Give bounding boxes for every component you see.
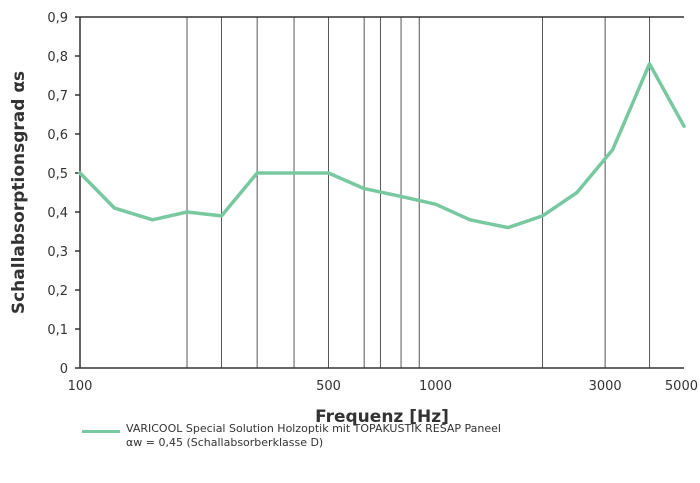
legend-swatch <box>82 430 120 433</box>
x-axis-title: Frequenz [Hz] <box>315 407 449 427</box>
y-tick-label: 0,6 <box>47 128 68 143</box>
y-tick-label: 0,4 <box>47 206 68 221</box>
y-tick-label: 0,7 <box>47 89 68 104</box>
x-tick-label: 1000 <box>419 379 452 394</box>
series-line <box>78 62 686 230</box>
y-tick-labels: 0 0,1 0,2 0,3 0,4 0,5 0,6 0,7 0,8 0,9 <box>47 11 80 377</box>
x-tick-labels: 100 500 1000 3000 5000 <box>68 379 698 394</box>
y-tick-label: 0,1 <box>47 323 68 338</box>
y-axis-title: Schallabsorptionsgrad αs <box>9 71 29 314</box>
x-tick-label: 500 <box>316 379 341 394</box>
y-tick-label: 0,8 <box>47 50 68 65</box>
x-tick-label: 100 <box>68 379 93 394</box>
series-lines <box>78 62 686 230</box>
axes <box>79 16 684 369</box>
legend-note: αw = 0,45 (Schallabsorberklasse D) <box>126 436 324 449</box>
y-tick-label: 0 <box>60 362 68 377</box>
x-tick-label: 5000 <box>665 379 698 394</box>
y-tick-label: 0,9 <box>47 11 68 26</box>
vertical-gridlines <box>186 17 651 368</box>
legend-text: VARICOOL Special Solution Holzoptik mit … <box>126 422 501 450</box>
y-tick-label: 0,2 <box>47 284 68 299</box>
x-tick-label: 3000 <box>589 379 622 394</box>
legend-series-label: VARICOOL Special Solution Holzoptik mit … <box>126 422 501 435</box>
y-tick-label: 0,3 <box>47 245 68 260</box>
y-tick-label: 0,5 <box>47 167 68 182</box>
